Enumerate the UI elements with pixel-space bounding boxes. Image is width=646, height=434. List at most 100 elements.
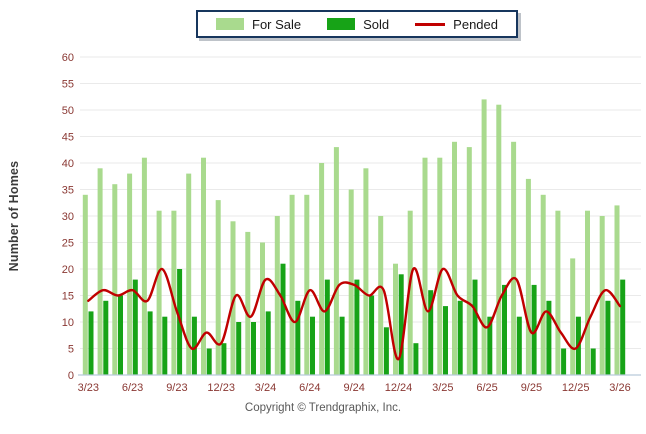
y-tick-label: 55 bbox=[62, 79, 74, 91]
bar-sold bbox=[487, 316, 493, 375]
legend-item-pended: Pended bbox=[415, 18, 498, 31]
bar-sold bbox=[118, 295, 123, 375]
bar-sold bbox=[206, 348, 212, 375]
bar-sold bbox=[590, 348, 596, 375]
bar-for-sale bbox=[585, 210, 590, 375]
bar-sold bbox=[295, 300, 301, 375]
sold-swatch-icon bbox=[327, 18, 356, 30]
y-tick-label: 10 bbox=[62, 317, 74, 329]
y-tick-label: 5 bbox=[68, 344, 74, 356]
bar-sold bbox=[354, 279, 360, 375]
bar-for-sale bbox=[496, 104, 502, 375]
y-tick-label: 20 bbox=[62, 264, 74, 276]
bar-for-sale bbox=[127, 173, 133, 375]
bar-sold bbox=[280, 263, 286, 375]
bar-for-sale bbox=[555, 210, 561, 375]
bar-sold bbox=[221, 343, 227, 375]
y-tick-label: 40 bbox=[62, 158, 74, 170]
y-tick-label: 15 bbox=[62, 291, 74, 303]
bar-sold bbox=[324, 279, 330, 375]
bar-for-sale bbox=[599, 216, 605, 375]
bar-sold bbox=[383, 327, 389, 375]
bar-sold bbox=[147, 311, 153, 375]
bar-for-sale bbox=[378, 216, 384, 375]
bar-sold bbox=[428, 290, 434, 375]
bar-for-sale bbox=[97, 168, 103, 375]
pended-line bbox=[87, 267, 622, 361]
bar-sold bbox=[546, 300, 552, 375]
bar-for-sale bbox=[201, 157, 206, 375]
y-tick-label: 25 bbox=[62, 238, 74, 250]
bar-for-sale bbox=[274, 216, 280, 375]
bar-for-sale bbox=[348, 189, 354, 375]
bar-sold bbox=[251, 322, 256, 375]
bar-for-sale bbox=[289, 194, 295, 375]
bar-sold bbox=[561, 348, 567, 375]
bar-for-sale bbox=[156, 210, 162, 375]
bar-sold bbox=[398, 274, 404, 375]
y-tick-label: 35 bbox=[62, 185, 74, 197]
legend-item-sold: Sold bbox=[327, 18, 389, 31]
bar-sold bbox=[88, 311, 94, 375]
bar-sold bbox=[620, 279, 626, 375]
legend-label-for-sale: For Sale bbox=[252, 16, 302, 32]
bar-for-sale bbox=[186, 173, 192, 375]
bar-for-sale bbox=[437, 157, 443, 375]
x-tick-label: 3/25 bbox=[432, 382, 453, 394]
bar-for-sale bbox=[171, 210, 177, 375]
bar-sold bbox=[265, 311, 271, 375]
bar-sold bbox=[132, 279, 138, 375]
bar-for-sale bbox=[333, 147, 339, 375]
y-tick-label: 30 bbox=[62, 211, 74, 223]
bar-for-sale bbox=[393, 263, 398, 375]
bar-for-sale bbox=[466, 147, 472, 375]
y-tick-label: 45 bbox=[62, 132, 74, 144]
x-tick-label: 12/23 bbox=[207, 382, 235, 394]
bar-for-sale bbox=[481, 99, 487, 376]
x-tick-label: 9/24 bbox=[343, 382, 364, 394]
bar-for-sale bbox=[215, 200, 221, 375]
copyright-text: Copyright © Trendgraphix, Inc. bbox=[244, 402, 402, 414]
bar-sold bbox=[162, 316, 168, 375]
bar-for-sale bbox=[112, 184, 118, 375]
bar-for-sale bbox=[363, 168, 369, 375]
bar-for-sale bbox=[407, 210, 413, 375]
y-tick-label: 50 bbox=[62, 105, 74, 117]
y-tick-label: 60 bbox=[62, 52, 74, 64]
bar-sold bbox=[339, 316, 345, 375]
bar-sold bbox=[502, 284, 507, 375]
legend-item-for-sale: For Sale bbox=[216, 18, 301, 31]
bar-sold bbox=[457, 300, 463, 375]
bar-for-sale bbox=[319, 163, 325, 375]
bar-sold bbox=[472, 279, 478, 375]
x-tick-label: 3/26 bbox=[609, 382, 630, 394]
bar-sold bbox=[531, 284, 537, 375]
bar-for-sale bbox=[141, 157, 147, 375]
x-tick-label: 3/24 bbox=[255, 382, 276, 394]
for-sale-swatch-icon bbox=[216, 18, 244, 30]
bar-sold bbox=[191, 316, 197, 375]
bar-for-sale bbox=[304, 194, 310, 375]
x-tick-label: 9/23 bbox=[166, 382, 187, 394]
bar-for-sale bbox=[230, 221, 236, 375]
x-tick-label: 3/23 bbox=[78, 382, 99, 394]
bar-for-sale bbox=[422, 157, 428, 375]
x-tick-label: 12/24 bbox=[385, 382, 413, 394]
bar-for-sale bbox=[260, 242, 265, 375]
x-tick-label: 12/25 bbox=[562, 382, 590, 394]
bar-sold bbox=[369, 295, 375, 375]
bar-for-sale bbox=[452, 141, 457, 375]
bar-sold bbox=[443, 306, 448, 375]
y-tick-label: 0 bbox=[68, 370, 74, 382]
bar-sold bbox=[413, 343, 419, 375]
legend-label-sold: Sold bbox=[363, 16, 390, 32]
bar-sold bbox=[236, 322, 242, 375]
bar-for-sale bbox=[525, 178, 531, 375]
bar-for-sale bbox=[511, 141, 517, 375]
chart-legend: For Sale Sold Pended bbox=[196, 10, 518, 38]
x-tick-label: 6/24 bbox=[299, 382, 320, 394]
bar-sold bbox=[605, 300, 611, 375]
bar-for-sale bbox=[245, 231, 251, 375]
